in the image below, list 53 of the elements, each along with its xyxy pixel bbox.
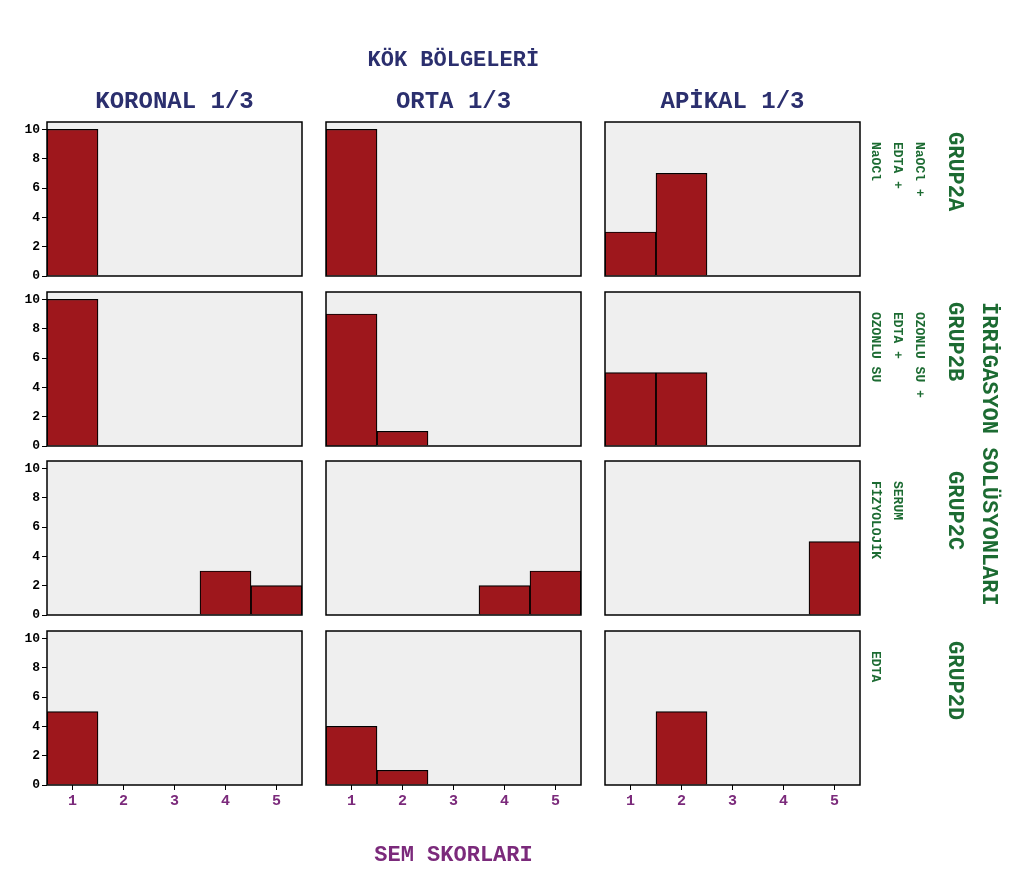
text: İRRİGASYON SOLÜSYONLARI [976, 301, 1001, 606]
y-tick-label: 4 [32, 209, 41, 225]
text: GRUP2C [942, 471, 967, 551]
x-tick-label: 5 [550, 792, 561, 810]
x-tick-label: 2 [397, 792, 408, 810]
y-tick-label: 2 [32, 747, 41, 763]
y-tick-label: 0 [32, 607, 41, 623]
x-axis-title: SEM SKORLARI [373, 843, 534, 868]
x-tick-label: 4 [499, 792, 510, 810]
y-tick-label: 0 [32, 438, 41, 454]
x-tick-label: 5 [271, 792, 282, 810]
y-tick-label: 6 [32, 689, 41, 705]
x-tick-label: 5 [829, 792, 840, 810]
y-tick-label: 8 [32, 150, 41, 166]
y-tick-label: 6 [32, 350, 41, 366]
x-tick-label: 1 [67, 792, 78, 810]
y-tick-label: 6 [32, 180, 41, 196]
y-tick-label: 4 [32, 379, 41, 395]
y-tick-label: 10 [24, 291, 41, 307]
x-tick-label: 1 [346, 792, 357, 810]
y-tick-label: 4 [32, 718, 41, 734]
y-tick-label: 10 [24, 460, 41, 476]
y-tick-label: 8 [32, 320, 41, 336]
x-tick-label: 2 [118, 792, 129, 810]
y2-axis-title: EDTA [867, 651, 884, 685]
y-tick-label: 2 [32, 408, 41, 424]
y-tick-label: 10 [24, 121, 41, 137]
y2-axis-title: SERUM FİZYOLOJİK [867, 481, 906, 561]
text: GRUP2A [942, 132, 967, 212]
chart-title: ORTA 1/3 [394, 88, 513, 115]
text: GRUP2B [942, 302, 967, 382]
y-tick-label: 2 [32, 238, 41, 254]
y-tick-label: 8 [32, 489, 41, 505]
x-tick-label: 4 [220, 792, 231, 810]
y-tick-label: 8 [32, 659, 41, 675]
text: KÖK BÖLGELERİ [367, 48, 540, 73]
y2-axis-title: NaOCl + EDTA + NaOCl [867, 142, 928, 199]
x-tick-label: 3 [169, 792, 180, 810]
y-tick-label: 0 [32, 777, 41, 793]
x-tick-label: 4 [778, 792, 789, 810]
text: GRUP2D [942, 641, 967, 721]
y-tick-label: 0 [32, 268, 41, 284]
chart-title: KORONAL 1/3 [94, 88, 255, 115]
x-tick-label: 3 [448, 792, 459, 810]
y-tick-label: 10 [24, 630, 41, 646]
chart-title: APİKAL 1/3 [659, 88, 806, 115]
x-tick-label: 2 [676, 792, 687, 810]
y2-axis-title: OZONLU SU + EDTA + OZONLU SU [867, 312, 928, 400]
y-tick-label: 6 [32, 519, 41, 535]
x-tick-label: 3 [727, 792, 738, 810]
y-tick-label: 4 [32, 548, 41, 564]
x-tick-label: 1 [625, 792, 636, 810]
y-tick-label: 2 [32, 577, 41, 593]
